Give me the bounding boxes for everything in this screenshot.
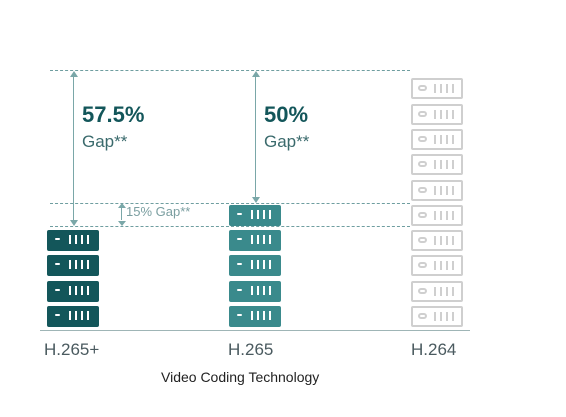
server-led-icon — [418, 288, 427, 294]
h265-server-stack — [229, 0, 281, 417]
h265-reference-line — [50, 203, 410, 204]
server-vent-icon — [434, 135, 454, 144]
server-led-icon — [235, 261, 244, 267]
server-led-icon — [418, 136, 427, 142]
server-unit-icon — [411, 154, 463, 175]
server-vent-icon — [69, 235, 89, 244]
server-unit-icon — [47, 230, 99, 251]
category-label-h264: H.264 — [411, 340, 457, 359]
between-gap-arrow-up-icon — [118, 203, 126, 208]
server-led-icon — [418, 111, 427, 117]
server-led-icon — [53, 312, 62, 318]
server-vent-icon — [69, 260, 89, 269]
server-unit-icon — [47, 255, 99, 276]
h265-gap-arrow-down-icon — [252, 197, 260, 203]
category-label-h265plus: H.265+ — [44, 340, 100, 359]
server-led-icon — [53, 287, 62, 293]
server-unit-icon — [411, 104, 463, 125]
server-unit-icon — [411, 205, 463, 226]
server-unit-icon — [229, 281, 281, 302]
server-unit-icon — [229, 306, 281, 327]
h264-server-stack — [411, 0, 463, 417]
x-axis-title: Video Coding Technology — [161, 369, 320, 385]
server-unit-icon — [411, 255, 463, 276]
server-unit-icon — [411, 306, 463, 327]
server-unit-icon — [47, 281, 99, 302]
server-vent-icon — [434, 312, 454, 321]
server-vent-icon — [251, 311, 271, 320]
server-vent-icon — [69, 286, 89, 295]
server-vent-icon — [251, 210, 271, 219]
server-led-icon — [235, 287, 244, 293]
between-gap-arrow-down-icon — [118, 221, 126, 226]
server-unit-icon — [411, 230, 463, 251]
server-vent-icon — [434, 160, 454, 169]
h265plus-gap-arrow-line — [73, 76, 74, 220]
server-vent-icon — [251, 286, 271, 295]
between-gap-label: 15% Gap** — [126, 204, 191, 219]
server-vent-icon — [434, 236, 454, 245]
server-led-icon — [418, 187, 427, 193]
server-led-icon — [418, 262, 427, 268]
server-led-icon — [418, 237, 427, 243]
h265-gap-arrow-line — [255, 76, 256, 197]
server-led-icon — [418, 212, 427, 218]
h265plus-reference-line — [50, 226, 410, 227]
server-unit-icon — [47, 306, 99, 327]
server-vent-icon — [251, 260, 271, 269]
server-unit-icon — [229, 230, 281, 251]
server-led-icon — [418, 85, 427, 91]
server-vent-icon — [434, 287, 454, 296]
server-led-icon — [235, 211, 244, 217]
between-gap-arrow-line — [121, 208, 122, 220]
server-vent-icon — [434, 110, 454, 119]
h265plus-gap-value: 57.5% — [82, 102, 145, 127]
server-unit-icon — [229, 205, 281, 226]
h265-gap-value: 50% — [264, 102, 309, 127]
h265plus-gap-label: Gap** — [82, 132, 128, 151]
h265plus-server-stack — [47, 0, 99, 417]
server-led-icon — [53, 261, 62, 267]
server-led-icon — [235, 312, 244, 318]
server-vent-icon — [434, 186, 454, 195]
server-unit-icon — [229, 255, 281, 276]
h265plus-gap-arrow-up-icon — [70, 71, 78, 77]
h265-gap-arrow-up-icon — [252, 71, 260, 77]
top-reference-line — [50, 70, 410, 71]
server-unit-icon — [411, 180, 463, 201]
server-vent-icon — [251, 235, 271, 244]
category-label-h265: H.265 — [228, 340, 274, 359]
server-led-icon — [418, 313, 427, 319]
server-led-icon — [53, 236, 62, 242]
server-vent-icon — [434, 261, 454, 270]
server-vent-icon — [69, 311, 89, 320]
server-vent-icon — [434, 84, 454, 93]
server-led-icon — [418, 161, 427, 167]
server-unit-icon — [411, 78, 463, 99]
server-unit-icon — [411, 129, 463, 150]
baseline — [40, 330, 470, 331]
h265-gap-label: Gap** — [264, 132, 310, 151]
server-led-icon — [235, 236, 244, 242]
server-vent-icon — [434, 211, 454, 220]
server-unit-icon — [411, 281, 463, 302]
h265plus-gap-arrow-down-icon — [70, 220, 78, 226]
